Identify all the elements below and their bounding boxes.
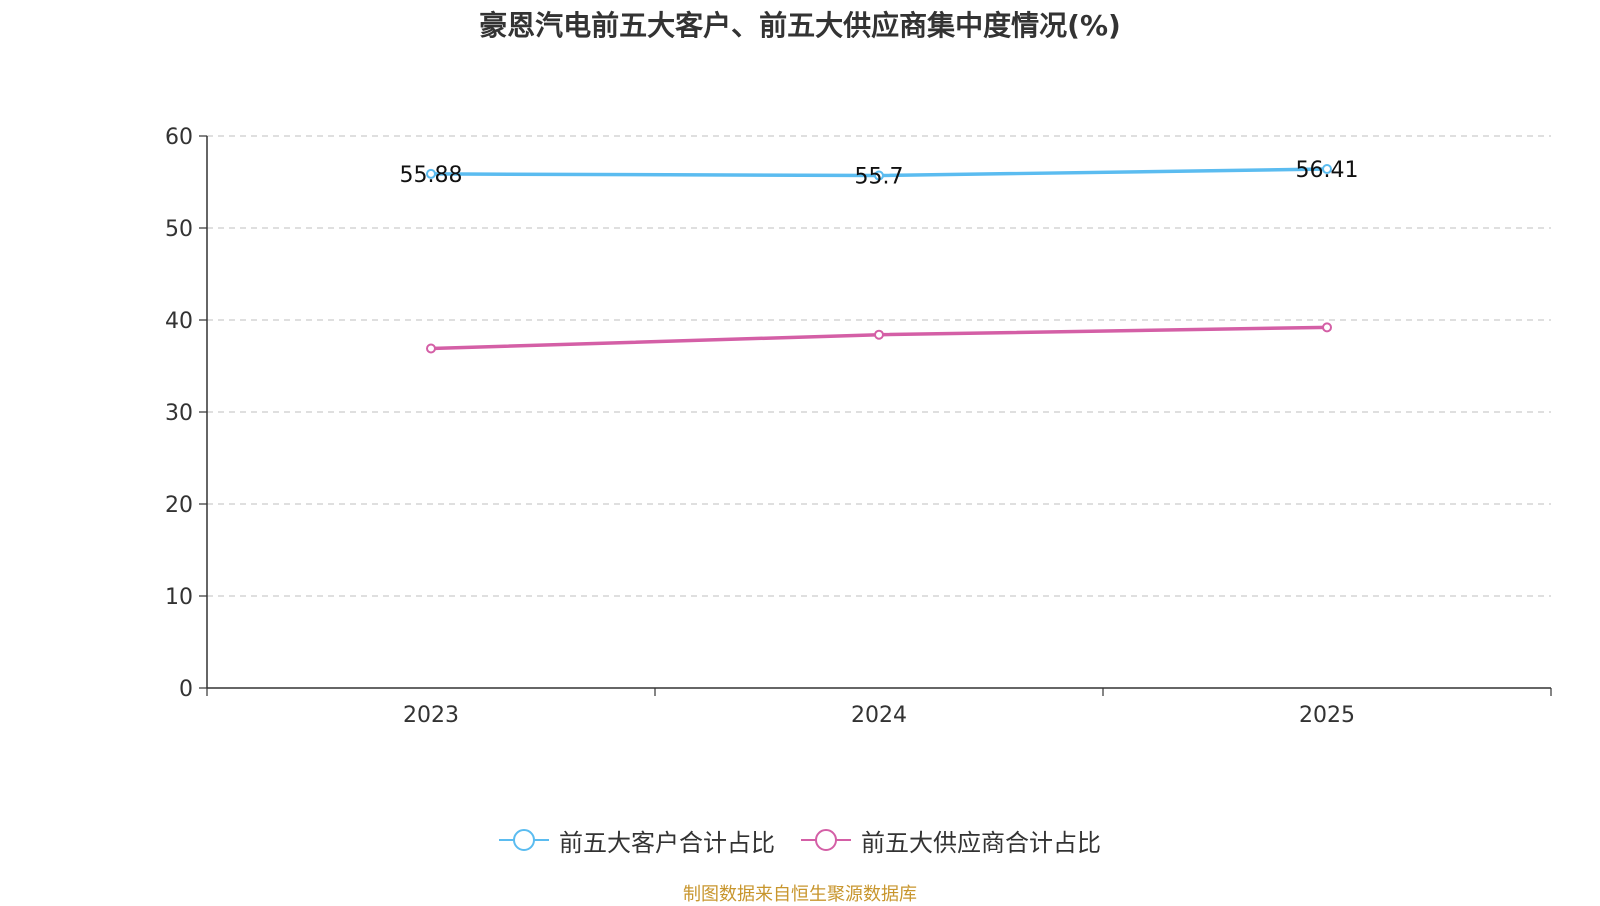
x-tick-label: 2025 xyxy=(1299,703,1355,728)
y-tick-label: 60 xyxy=(165,125,193,150)
data-labels: 55.88 55.7 56.41 xyxy=(400,158,1359,190)
y-tick-label: 10 xyxy=(165,585,193,610)
source-note: 制图数据来自恒生聚源数据库 xyxy=(683,884,917,905)
data-point xyxy=(874,329,884,340)
y-tick-label: 50 xyxy=(165,217,193,242)
y-tick-label: 30 xyxy=(165,401,193,426)
legend-item-suppliers[interactable]: 前五大供应商合计占比 xyxy=(801,823,1101,858)
data-point xyxy=(1322,322,1332,333)
data-point xyxy=(426,343,436,354)
legend: 前五大客户合计占比 前五大供应商合计占比 xyxy=(0,820,1600,860)
legend-line-circle-icon xyxy=(801,829,851,851)
data-point xyxy=(874,170,884,181)
data-label: 56.41 xyxy=(1296,158,1359,183)
chart-title: 豪恩汽电前五大客户、前五大供应商集中度情况(%) xyxy=(479,9,1121,42)
x-tick-label: 2024 xyxy=(851,703,907,728)
y-tick-label: 0 xyxy=(179,677,193,702)
data-point xyxy=(1322,164,1332,175)
grid-lines xyxy=(207,135,1551,597)
legend-label-suppliers: 前五大供应商合计占比 xyxy=(861,828,1101,857)
data-label: 55.7 xyxy=(855,165,904,190)
y-tick-label: 40 xyxy=(165,309,193,334)
data-point xyxy=(426,168,436,179)
y-tick-label: 20 xyxy=(165,493,193,518)
axes: 0 10 20 30 40 50 60 2023 2024 2025 xyxy=(165,125,1552,728)
x-tick-label: 2023 xyxy=(403,703,459,728)
data-label: 55.88 xyxy=(400,163,463,188)
legend-line-circle-icon xyxy=(499,829,549,851)
legend-item-customers[interactable]: 前五大客户合计占比 xyxy=(499,823,775,858)
legend-label-customers: 前五大客户合计占比 xyxy=(559,828,775,857)
series xyxy=(426,164,1332,354)
